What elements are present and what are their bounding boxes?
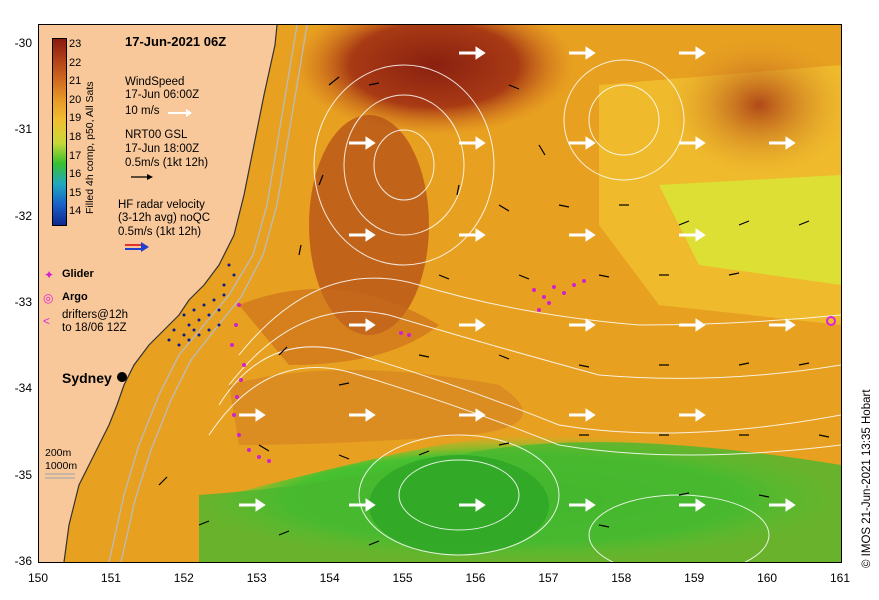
y-tick-label: -35	[14, 467, 32, 482]
argo-label: Argo	[62, 291, 88, 303]
x-tick-label: 152	[173, 571, 194, 585]
wind-time: 17-Jun 06:00Z	[125, 89, 200, 101]
glider-label: Glider	[62, 268, 94, 280]
x-tick-label: 154	[319, 571, 340, 585]
colorbar-label: 17	[69, 149, 82, 162]
gsl-time: 17-Jun 18:00Z	[125, 143, 200, 155]
x-tick-label: 155	[392, 571, 413, 585]
argo-icon: ◎	[43, 291, 54, 305]
y-tick-label: -32	[14, 208, 32, 223]
x-tick-label: 157	[538, 571, 559, 585]
hf-sub: (3-12h avg) noQC	[118, 212, 211, 224]
hf-scale-arrow-icon	[125, 242, 149, 252]
x-tick-label: 158	[611, 571, 632, 585]
drifters-line-2: to 18/06 12Z	[62, 322, 127, 334]
colorbar-label: 18	[69, 131, 82, 143]
colorbar-title: Filled 4h comp, p50, All Sats	[84, 81, 96, 215]
colorbar-label: 21	[69, 75, 82, 88]
hf-title: HF radar velocity	[118, 199, 205, 211]
colorbar	[52, 38, 67, 226]
x-tick-label: 150	[27, 571, 49, 585]
y-tick-label: -33	[14, 294, 32, 309]
wind-title: WindSpeed	[125, 76, 185, 88]
x-tick-label: 161	[829, 571, 851, 585]
copyright: © IMOS 21-Jun-2021 13:35 Hobart	[861, 389, 873, 568]
gsl-title: NRT00 GSL	[125, 129, 188, 141]
x-tick-label: 153	[246, 571, 267, 585]
colorbar-label: 16	[69, 168, 82, 181]
wind-scale: 10 m/s	[125, 105, 160, 117]
x-tick-label: 151	[100, 571, 121, 585]
glider-icon: ✦	[44, 268, 55, 282]
colorbar-label: 14	[69, 205, 82, 218]
city-label-sydney: Sydney	[62, 370, 112, 386]
colorbar-label: 22	[69, 56, 82, 69]
depth-1000-label: 1000m	[45, 460, 78, 472]
hf-scale: 0.5m/s (1kt 12h)	[118, 226, 202, 238]
drifters-line-1: drifters@12h	[62, 309, 129, 321]
wind-scale-arrow-icon	[168, 109, 192, 117]
colorbar-label: 20	[69, 93, 82, 106]
depth-legend-lines	[45, 473, 75, 479]
gsl-scale: 0.5m/s (1kt 12h)	[125, 157, 209, 169]
x-tick-label: 159	[684, 571, 705, 585]
y-tick-label: -31	[14, 122, 32, 137]
y-tick-label: -30	[14, 36, 32, 50]
depth-200-label: 200m	[45, 447, 72, 459]
colorbar-label: 23	[69, 38, 82, 50]
map-title: 17-Jun-2021 06Z	[125, 34, 227, 49]
drifter-icon: <	[43, 314, 51, 328]
colorbar-label: 15	[69, 186, 82, 199]
x-tick-label: 160	[757, 571, 778, 585]
gsl-scale-arrow-icon	[131, 174, 153, 180]
colorbar-label: 19	[69, 112, 82, 125]
x-tick-label: 156	[465, 571, 486, 585]
y-tick-label: -36	[14, 553, 32, 568]
sst-map[interactable]	[38, 24, 842, 563]
y-tick-label: -34	[14, 381, 32, 396]
sst-field	[39, 25, 841, 562]
